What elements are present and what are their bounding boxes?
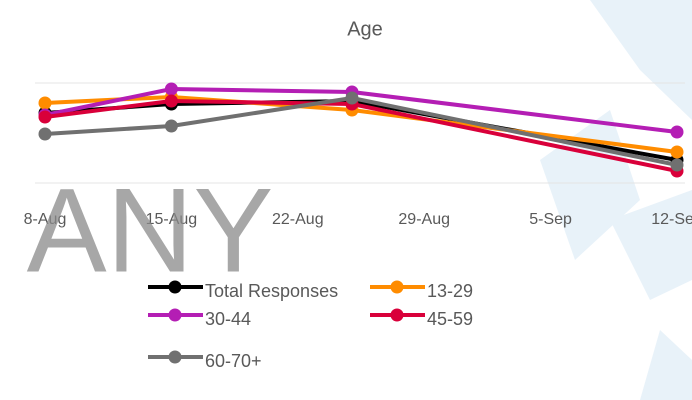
x-tick-label: 29-Aug [398, 211, 450, 228]
series-line [44, 87, 678, 134]
series-line [44, 96, 678, 167]
legend-marker [168, 350, 182, 364]
legend-item: 30-44 [148, 308, 251, 329]
legend-label: 45-59 [427, 309, 473, 329]
legend-item: 45-59 [370, 308, 473, 329]
legend-item: 60-70+ [148, 350, 262, 371]
data-point [164, 119, 178, 133]
legend-marker [390, 308, 404, 322]
data-point [164, 94, 178, 108]
data-point [670, 145, 684, 159]
legend-item: Total Responses [148, 280, 338, 301]
x-tick-label: 5-Sep [529, 211, 572, 228]
legend-marker [168, 280, 182, 294]
legend-label: 13-29 [427, 281, 473, 301]
data-point [38, 96, 52, 110]
legend-item: 13-29 [370, 280, 473, 301]
x-tick-label: 12-Sep [651, 211, 692, 228]
x-tick-label: 8-Aug [24, 211, 67, 228]
data-point [38, 127, 52, 141]
watermark: ANY [27, 164, 274, 298]
data-point [164, 82, 178, 96]
series-line [44, 99, 678, 173]
data-point [670, 125, 684, 139]
x-tick-label: 15-Aug [146, 211, 198, 228]
legend-marker [390, 280, 404, 294]
legend-label: 30-44 [205, 309, 251, 329]
data-point [670, 158, 684, 172]
x-tick-label: 22-Aug [272, 211, 324, 228]
data-point [38, 110, 52, 124]
chart-title: Age [347, 18, 383, 40]
data-point [345, 91, 359, 105]
legend-marker [168, 308, 182, 322]
legend-label: 60-70+ [205, 351, 262, 371]
legend-label: Total Responses [205, 281, 338, 301]
